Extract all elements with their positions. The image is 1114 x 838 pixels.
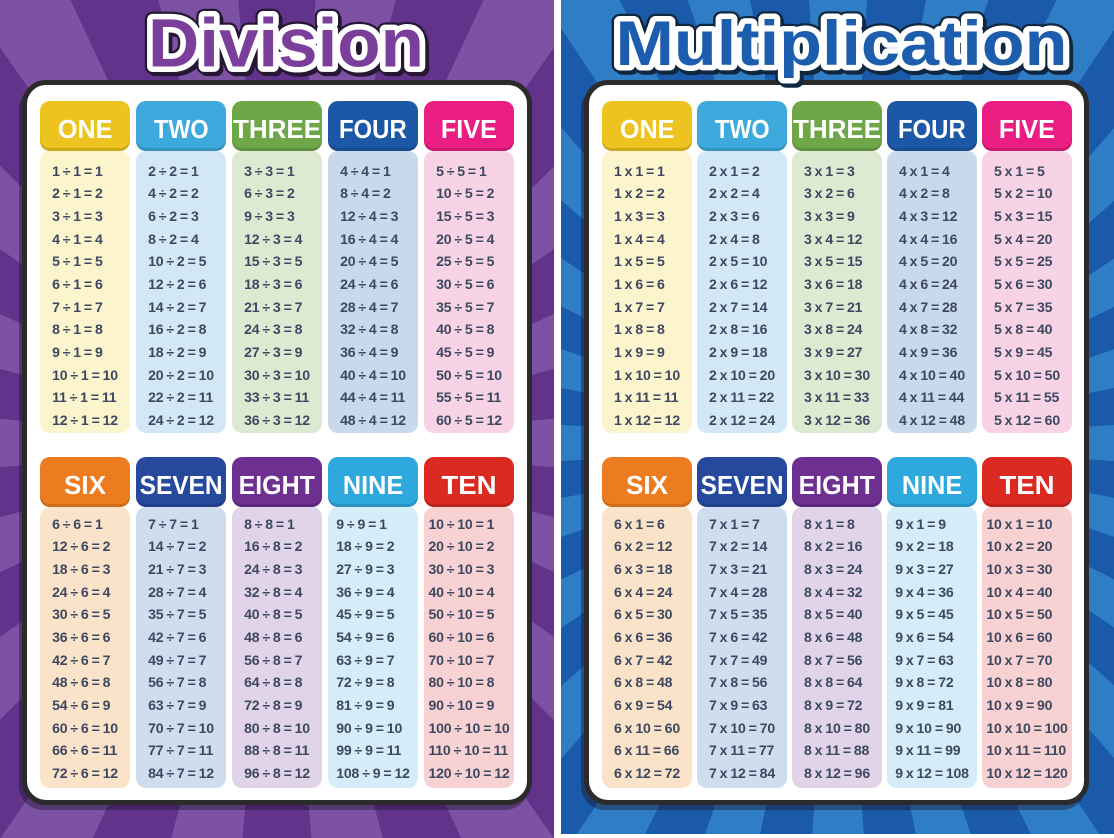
svg-text:Division: Division [151,8,427,85]
svg-text:Division: Division [148,5,424,82]
svg-text:Multiplication: Multiplication [616,9,1068,79]
svg-text:Division: Division [148,5,424,82]
svg-text:Multiplication: Multiplication [616,9,1068,79]
svg-text:Multiplication: Multiplication [618,12,1070,82]
